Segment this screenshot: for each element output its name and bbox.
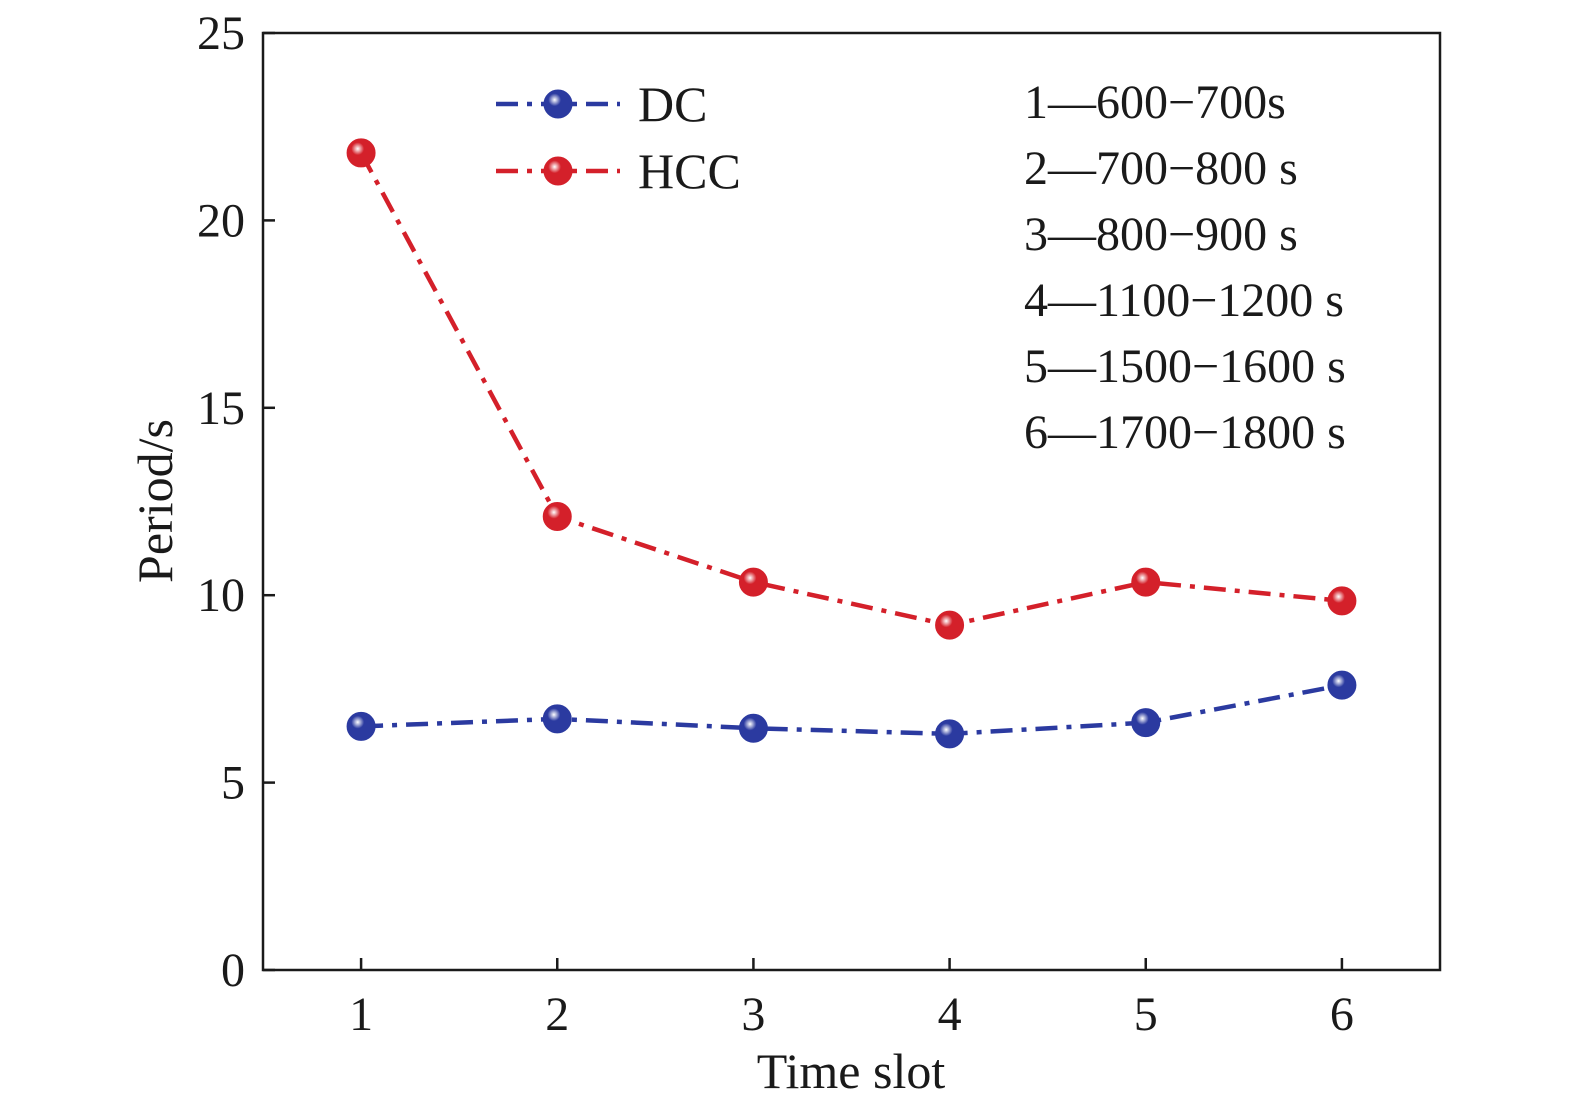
y-tick-label: 10 (197, 569, 245, 622)
dc-legend-label: DC (638, 76, 707, 132)
dc-point-1 (346, 711, 376, 741)
time-slot-notes: 1—600−700s 2—700−800 s 3—800−900 s 4—1100−1… (1024, 76, 1346, 459)
hcc-point-5 (1131, 567, 1161, 597)
y-tick-label: 0 (221, 944, 245, 997)
plot-frame (261, 31, 1442, 972)
x-tick-label: 5 (1134, 988, 1158, 1041)
x-axis-title: Time slot (757, 1043, 946, 1099)
hcc-series-line (359, 151, 1343, 628)
series-layer (346, 138, 1357, 749)
hcc-point-4 (935, 610, 965, 640)
hcc-legend-label: HCC (638, 143, 741, 199)
dc-legend-marker (543, 89, 573, 119)
dc-point-2 (542, 704, 572, 734)
time-slot-note-6: 6—1700−1800 s (1024, 406, 1346, 459)
hcc-point-3 (738, 567, 768, 597)
x-tick-label: 2 (545, 988, 569, 1041)
x-tick-label: 3 (741, 988, 765, 1041)
dc-series-line (360, 682, 1343, 737)
legend: DC HCC (496, 76, 741, 199)
hcc-point-1 (346, 138, 376, 168)
y-tick-label: 20 (197, 194, 245, 247)
y-axis: 0 5 10 15 20 25 (197, 7, 275, 997)
y-tick-label: 25 (197, 7, 245, 60)
time-slot-note-2: 2—700−800 s (1024, 142, 1298, 195)
y-axis-title: Period/s (127, 419, 183, 583)
time-slot-note-5: 5—1500−1600 s (1024, 340, 1346, 393)
hcc-point-2 (542, 501, 572, 531)
x-axis: 1 2 3 4 5 6 (349, 958, 1354, 1041)
time-slot-note-1: 1—600−700s (1024, 76, 1286, 129)
dc-point-4 (935, 719, 965, 749)
y-tick-label: 15 (197, 382, 245, 435)
x-tick-label: 6 (1330, 988, 1354, 1041)
dc-point-6 (1327, 670, 1357, 700)
dc-point-5 (1131, 708, 1161, 738)
hcc-point-6 (1327, 586, 1357, 616)
dc-point-3 (738, 713, 768, 743)
x-tick-label: 1 (349, 988, 373, 1041)
y-tick-label: 5 (221, 757, 245, 810)
hcc-legend-marker (543, 156, 573, 186)
time-slot-note-3: 3—800−900 s (1024, 208, 1298, 261)
time-slot-note-4: 4—1100−1200 s (1024, 274, 1344, 327)
x-tick-label: 4 (938, 988, 962, 1041)
